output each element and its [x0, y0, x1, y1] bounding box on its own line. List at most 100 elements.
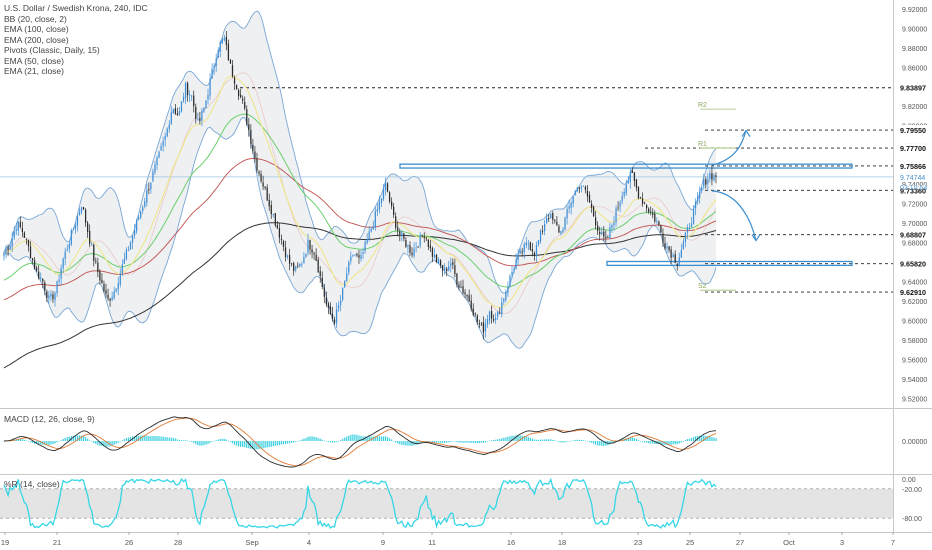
williams-r-line[interactable]	[3, 477, 717, 529]
candle-body[interactable]	[309, 239, 311, 250]
candle-body[interactable]	[264, 186, 266, 188]
price-axis[interactable]: 9.920009.900009.880009.860009.840009.820…	[0, 0, 932, 533]
candle-body[interactable]	[70, 229, 72, 245]
candle-body[interactable]	[33, 260, 36, 269]
candle-body[interactable]	[164, 136, 166, 141]
candle-body[interactable]	[129, 242, 132, 250]
candle-body[interactable]	[570, 202, 572, 208]
level-label[interactable]: 9.65820	[900, 260, 926, 269]
candle-body[interactable]	[450, 263, 452, 266]
candle-body[interactable]	[293, 263, 295, 271]
indicator-ema100-label[interactable]: EMA (100, close)	[4, 24, 69, 34]
candle-body[interactable]	[227, 43, 230, 61]
candle-body[interactable]	[9, 245, 11, 250]
candle-body[interactable]	[599, 231, 601, 235]
candle-body[interactable]	[276, 225, 279, 229]
candle-body[interactable]	[537, 240, 540, 245]
candle-body[interactable]	[505, 291, 507, 300]
candle-body[interactable]	[393, 206, 395, 216]
time-axis[interactable]: 19 21 26 28 Sep 4 9 11 16 18 23 25 27 Oct 3 7	[1, 532, 895, 547]
candle-body[interactable]	[643, 202, 646, 204]
candle-body[interactable]	[437, 259, 440, 264]
candle-body[interactable]	[11, 237, 13, 247]
candle-body[interactable]	[509, 275, 511, 286]
candle-body[interactable]	[215, 58, 217, 67]
candle-body[interactable]	[468, 295, 470, 302]
candle-body[interactable]	[170, 112, 172, 124]
candle-body[interactable]	[521, 251, 523, 253]
candle-body[interactable]	[697, 196, 699, 202]
candle-body[interactable]	[80, 207, 83, 213]
candle-body[interactable]	[556, 221, 558, 226]
candle-body[interactable]	[150, 182, 152, 190]
candle-body[interactable]	[554, 220, 556, 222]
candle-body[interactable]	[21, 228, 23, 233]
candle-body[interactable]	[499, 312, 501, 314]
candle-body[interactable]	[119, 273, 121, 285]
candle-body[interactable]	[580, 187, 582, 189]
candle-body[interactable]	[701, 187, 703, 191]
candle-body[interactable]	[366, 239, 368, 243]
ema-200-line[interactable]	[3, 222, 717, 369]
candle-body[interactable]	[280, 238, 283, 241]
candle-body[interactable]	[262, 182, 264, 187]
candle-body[interactable]	[91, 244, 93, 246]
candle-body[interactable]	[478, 323, 480, 325]
candle-body[interactable]	[115, 288, 117, 292]
candle-body[interactable]	[368, 231, 370, 240]
candle-body[interactable]	[552, 213, 554, 220]
level-label[interactable]: 9.75866	[900, 162, 926, 171]
candle-body[interactable]	[590, 203, 593, 208]
candle-body[interactable]	[448, 266, 450, 271]
candle-body[interactable]	[140, 211, 142, 218]
candle-body[interactable]	[401, 232, 403, 236]
candle-body[interactable]	[84, 209, 87, 223]
candle-body[interactable]	[284, 247, 287, 257]
candle-body[interactable]	[699, 191, 701, 199]
candle-body[interactable]	[433, 254, 436, 258]
candle-body[interactable]	[15, 229, 17, 231]
candle-body[interactable]	[144, 201, 146, 207]
candle-body[interactable]	[441, 264, 444, 271]
indicator-ema50-label[interactable]: EMA (50, close)	[4, 55, 64, 66]
candle-body[interactable]	[131, 235, 134, 243]
candle-body[interactable]	[672, 254, 674, 258]
candle-body[interactable]	[362, 252, 364, 255]
level-label[interactable]: 9.83897	[900, 84, 926, 93]
candle-body[interactable]	[29, 246, 32, 259]
candle-body[interactable]	[201, 110, 203, 121]
candle-body[interactable]	[254, 151, 256, 158]
candle-body[interactable]	[541, 230, 544, 232]
candle-body[interactable]	[611, 225, 613, 228]
candle-body[interactable]	[692, 209, 695, 225]
candle-body[interactable]	[13, 231, 15, 238]
candle-body[interactable]	[176, 113, 179, 115]
candle-body[interactable]	[625, 184, 627, 194]
candle-body[interactable]	[207, 94, 209, 100]
candle-body[interactable]	[205, 100, 207, 109]
candle-body[interactable]	[52, 294, 54, 300]
candle-body[interactable]	[666, 246, 668, 249]
candle-body[interactable]	[637, 187, 640, 199]
williams-r-title[interactable]: %R (14, close)	[4, 479, 60, 489]
candle-body[interactable]	[76, 215, 79, 226]
candle-body[interactable]	[519, 250, 521, 254]
candle-body[interactable]	[225, 36, 228, 45]
candle-body[interactable]	[299, 263, 301, 267]
candle-body[interactable]	[152, 171, 154, 182]
candle-body[interactable]	[191, 95, 193, 97]
candle-body[interactable]	[313, 253, 315, 255]
candle-body[interactable]	[601, 232, 603, 235]
candle-body[interactable]	[462, 286, 464, 293]
candle-body[interactable]	[321, 277, 323, 287]
candle-body[interactable]	[488, 311, 491, 321]
candle-body[interactable]	[678, 257, 680, 265]
candle-body[interactable]	[242, 98, 244, 101]
candle-body[interactable]	[582, 185, 585, 187]
candle-body[interactable]	[658, 221, 660, 225]
candle-body[interactable]	[603, 231, 605, 237]
candle-body[interactable]	[492, 319, 495, 321]
candle-body[interactable]	[533, 252, 536, 256]
candle-body[interactable]	[117, 282, 119, 290]
